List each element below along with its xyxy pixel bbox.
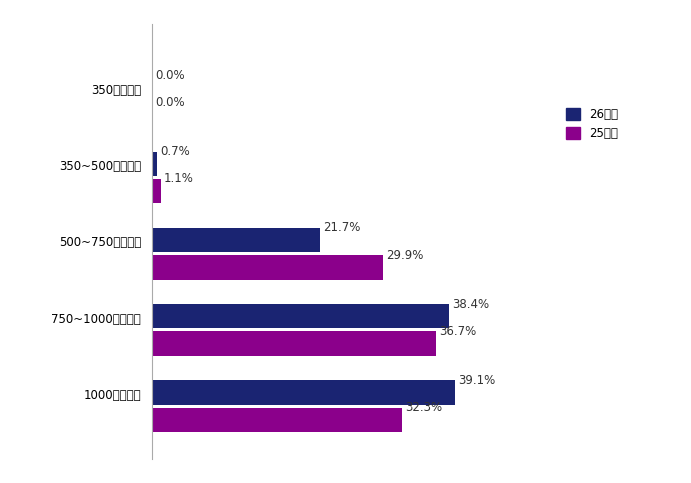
Text: 36.7%: 36.7%	[439, 325, 476, 338]
Text: 0.7%: 0.7%	[160, 145, 190, 158]
Bar	[152, 179, 160, 203]
Text: 0.0%: 0.0%	[155, 96, 184, 109]
Legend: 26卒夏, 25卒夏: 26卒夏, 25卒夏	[566, 108, 618, 140]
Bar	[152, 152, 158, 176]
Bar	[152, 228, 320, 252]
Text: 0.0%: 0.0%	[155, 69, 184, 82]
Bar	[152, 255, 384, 280]
Text: 21.7%: 21.7%	[323, 221, 361, 234]
Text: 38.4%: 38.4%	[453, 298, 489, 311]
Bar	[152, 331, 436, 356]
Text: 1.1%: 1.1%	[164, 172, 193, 185]
Bar	[152, 408, 402, 432]
Bar	[152, 380, 455, 405]
Text: 29.9%: 29.9%	[386, 249, 424, 262]
Text: 39.1%: 39.1%	[457, 374, 495, 387]
Text: 32.3%: 32.3%	[405, 401, 442, 414]
Bar	[152, 304, 449, 328]
